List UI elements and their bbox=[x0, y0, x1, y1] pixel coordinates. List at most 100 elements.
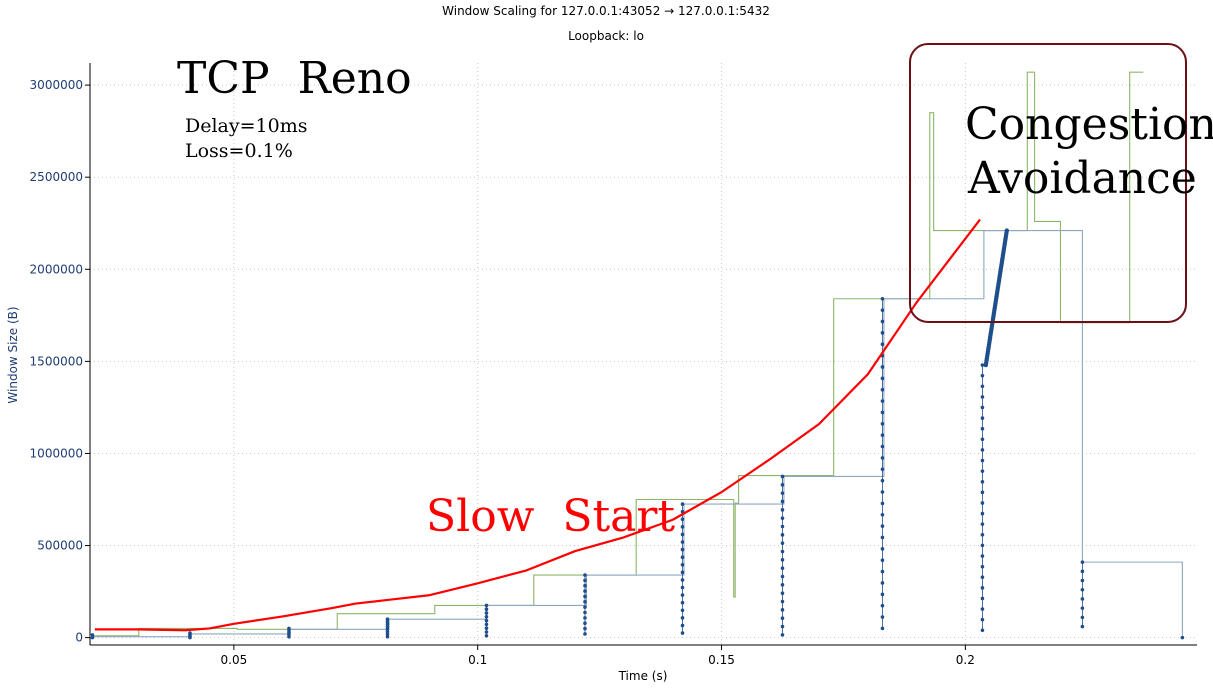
bytes-in-flight-point bbox=[583, 632, 587, 636]
bytes-in-flight-point bbox=[980, 469, 985, 473]
bytes-in-flight-point bbox=[980, 501, 985, 505]
bytes-in-flight-point bbox=[680, 623, 685, 628]
bytes-in-flight-point bbox=[880, 331, 885, 335]
bytes-in-flight-point bbox=[880, 581, 885, 585]
annotation-congestion: Congestion bbox=[965, 99, 1213, 150]
bytes-in-flight-point bbox=[780, 524, 785, 529]
bytes-in-flight-point bbox=[880, 524, 885, 528]
bytes-in-flight-point bbox=[583, 573, 587, 577]
bytes-in-flight-point bbox=[980, 479, 985, 484]
x-tick-label: 0.1 bbox=[468, 653, 487, 667]
bytes-in-flight-point bbox=[880, 512, 885, 517]
bytes-in-flight-point bbox=[880, 399, 885, 403]
bytes-in-flight-point bbox=[385, 632, 390, 637]
bytes-in-flight-point bbox=[880, 444, 885, 449]
bytes-in-flight-point bbox=[880, 456, 885, 460]
bytes-in-flight-point bbox=[90, 633, 95, 637]
bytes-in-flight-point bbox=[780, 583, 785, 587]
bytes-in-flight-point bbox=[680, 578, 685, 582]
axes bbox=[89, 63, 1197, 646]
bytes-in-flight-point bbox=[680, 517, 685, 522]
bytes-in-flight-point bbox=[780, 533, 785, 537]
series-layer bbox=[90, 71, 1185, 640]
bytes-in-flight-point bbox=[680, 547, 685, 552]
bytes-in-flight-point bbox=[980, 596, 985, 601]
bytes-in-flight-point bbox=[980, 416, 985, 420]
bytes-in-flight-point bbox=[385, 622, 390, 627]
bytes-in-flight-point bbox=[780, 483, 785, 487]
annotation-slow-start: Slow Start bbox=[426, 491, 675, 542]
bytes-in-flight-point bbox=[484, 611, 489, 615]
bytes-in-flight-point bbox=[484, 614, 489, 619]
bytes-in-flight-point bbox=[880, 410, 885, 415]
bytes-in-flight-point bbox=[980, 448, 985, 452]
bytes-in-flight-point bbox=[780, 516, 785, 520]
bytes-in-flight-point bbox=[780, 474, 785, 479]
slow-start-curve bbox=[94, 218, 981, 632]
bytes-in-flight-point bbox=[880, 535, 885, 540]
bytes-in-flight-point bbox=[880, 387, 885, 392]
bytes-in-flight-point bbox=[583, 610, 587, 615]
bytes-in-flight-point bbox=[980, 458, 985, 463]
bytes-in-flight-point bbox=[980, 437, 985, 442]
x-tick-label: 0.05 bbox=[221, 653, 248, 667]
bytes-in-flight-point bbox=[980, 384, 985, 389]
bytes-in-flight-point bbox=[880, 490, 885, 494]
chart-title: Window Scaling for 127.0.0.1:43052 → 127… bbox=[442, 4, 770, 18]
y-tick-label: 500000 bbox=[37, 539, 83, 553]
bytes-in-flight-point bbox=[980, 586, 985, 590]
bytes-in-flight-point bbox=[880, 342, 885, 347]
bytes-in-flight-point bbox=[780, 608, 785, 612]
bytes-in-flight-point bbox=[90, 635, 95, 640]
grid-lines bbox=[90, 63, 1197, 645]
bytes-in-flight-point bbox=[880, 569, 885, 574]
bytes-in-flight-point bbox=[880, 558, 885, 563]
bytes-in-flight-point bbox=[780, 558, 785, 562]
bytes-in-flight-point bbox=[484, 626, 489, 630]
bytes-in-flight-point bbox=[680, 593, 685, 597]
bytes-in-flight-point bbox=[287, 626, 291, 631]
bytes-in-flight-point bbox=[385, 629, 390, 634]
bytes-in-flight-point bbox=[583, 589, 587, 593]
bytes-in-flight-point bbox=[680, 608, 685, 613]
bytes-in-flight-point bbox=[583, 616, 587, 620]
bytes-in-flight-point bbox=[583, 583, 587, 588]
bytes-in-flight-point bbox=[880, 592, 885, 597]
bytes-in-flight-point bbox=[880, 547, 885, 551]
bytes-in-flight-point bbox=[1080, 578, 1085, 583]
tick-marks: 0.05 0.1 0.15 0.2 0 500000 1000000 1500000 20000… bbox=[30, 78, 975, 667]
bytes-in-flight-point bbox=[1180, 635, 1185, 640]
bytes-in-flight-point bbox=[780, 599, 785, 604]
bytes-in-flight-point bbox=[385, 634, 390, 639]
bytes-in-flight-point bbox=[880, 308, 885, 312]
bytes-in-flight-point bbox=[780, 633, 785, 637]
bytes-in-flight-point bbox=[680, 631, 685, 635]
y-tick-label: 1500000 bbox=[30, 354, 83, 368]
bytes-in-flight-point bbox=[1080, 587, 1085, 592]
bytes-in-flight-point bbox=[880, 478, 885, 483]
x-tick-label: 0.2 bbox=[956, 653, 975, 667]
bytes-in-flight-point bbox=[780, 508, 785, 512]
bytes-in-flight-point bbox=[780, 491, 785, 495]
bytes-in-flight-point bbox=[980, 522, 985, 526]
y-tick-label: 2500000 bbox=[30, 170, 83, 184]
bytes-in-flight-point bbox=[780, 591, 785, 595]
bytes-in-flight-point bbox=[980, 564, 985, 569]
bytes-in-flight-point bbox=[385, 617, 390, 622]
bytes-in-flight-point bbox=[583, 605, 587, 609]
bytes-in-flight-point bbox=[680, 616, 685, 620]
annotation-loss: Loss=0.1% bbox=[185, 140, 293, 162]
step-series-line bbox=[90, 71, 1144, 637]
y-tick-label: 1000000 bbox=[30, 446, 83, 460]
congestion-avoidance-box bbox=[909, 43, 1187, 323]
bytes-in-flight-point bbox=[680, 525, 685, 529]
bytes-in-flight-point bbox=[880, 501, 885, 506]
bytes-in-flight-point bbox=[583, 594, 587, 599]
y-tick-label: 3000000 bbox=[30, 78, 83, 92]
bytes-in-flight-point bbox=[780, 541, 785, 545]
x-axis-label: Time (s) bbox=[618, 669, 668, 683]
bytes-in-flight-point bbox=[980, 426, 985, 431]
bytes-in-flight-point bbox=[980, 373, 985, 378]
bytes-in-flight-point bbox=[980, 543, 985, 548]
